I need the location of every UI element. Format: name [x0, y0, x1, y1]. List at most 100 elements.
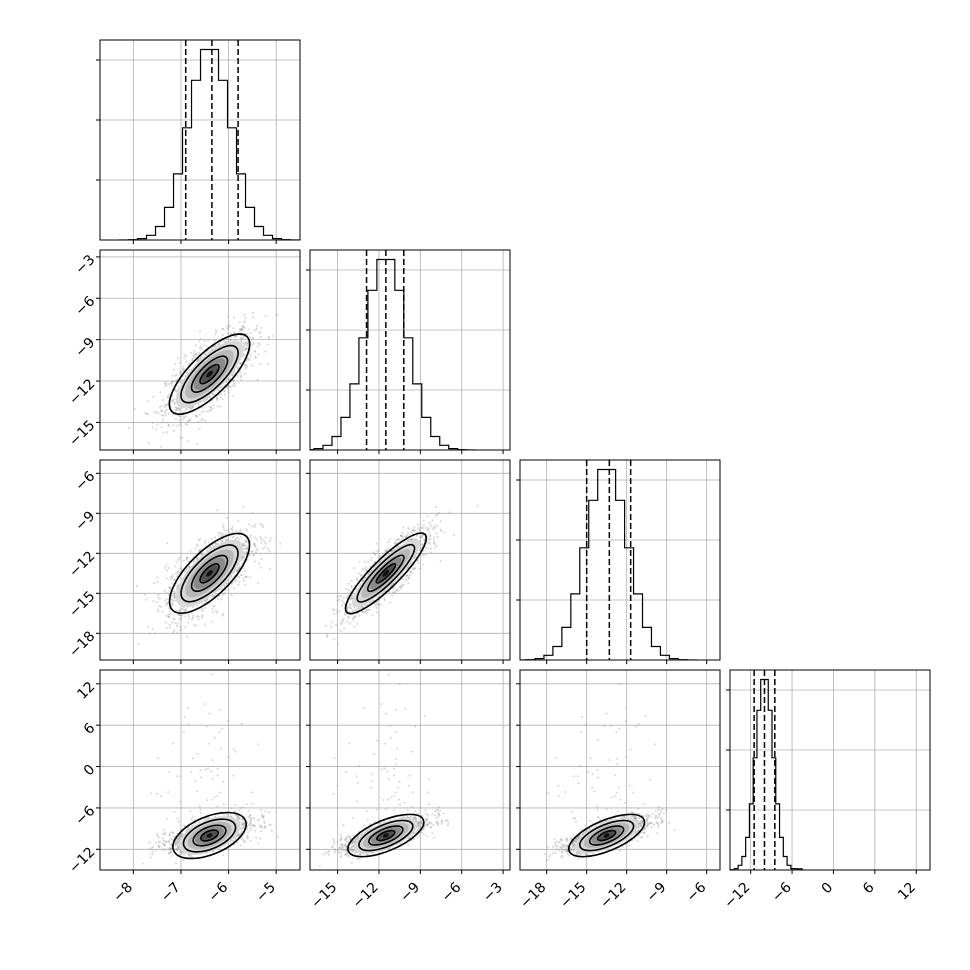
sample-point: [361, 568, 365, 572]
sample-point: [219, 595, 222, 598]
sample-point: [165, 621, 168, 624]
y-tick-label: −12: [66, 376, 98, 408]
sample-point: [231, 536, 234, 539]
sample-point: [184, 607, 187, 610]
sample-point: [348, 622, 352, 625]
sample-point: [245, 366, 248, 369]
sample-point: [190, 855, 194, 858]
sample-point: [219, 396, 222, 399]
panel-frame: [99, 459, 301, 661]
sample-point: [161, 398, 165, 402]
sample-point: [176, 570, 180, 573]
sample-point: [229, 332, 232, 336]
sample-point: [167, 382, 170, 386]
sample-point: [345, 596, 349, 599]
sample-point: [155, 428, 158, 431]
sample-point: [386, 547, 389, 550]
sample-point: [350, 596, 353, 599]
sample-point: [177, 839, 180, 842]
sample-point: [224, 588, 227, 592]
sample-point: [198, 549, 202, 552]
sample-point: [221, 533, 224, 536]
sample-point: [325, 632, 328, 635]
sample-point: [236, 570, 239, 573]
sample-point: [191, 358, 194, 361]
sample-point: [221, 327, 224, 330]
sample-point: [258, 562, 261, 565]
sample-point: [198, 413, 201, 417]
sample-point: [391, 594, 394, 597]
sample-point: [227, 378, 231, 381]
sample-point: [398, 585, 401, 589]
sample-point: [335, 609, 338, 612]
sample-point: [204, 419, 207, 422]
sample-point: [160, 409, 163, 412]
sample-point: [163, 831, 166, 834]
sample-point: [412, 567, 415, 570]
sample-point: [373, 560, 376, 563]
sample-point: [267, 335, 271, 338]
sample-point: [190, 407, 193, 410]
sample-point: [211, 608, 214, 611]
sample-point: [203, 599, 207, 603]
sample-point: [179, 415, 182, 418]
sample-point: [176, 585, 179, 588]
sample-point: [203, 541, 206, 544]
sample-point: [440, 529, 443, 533]
sample-point: [252, 341, 255, 344]
sample-point: [401, 531, 404, 534]
contour-2: [190, 554, 229, 592]
sample-point: [194, 414, 198, 417]
sample-point: [236, 366, 239, 369]
sample-point: [234, 538, 237, 541]
sample-point: [422, 549, 425, 552]
sample-point: [156, 757, 160, 760]
sample-point: [452, 533, 456, 536]
sample-point: [350, 579, 353, 582]
sample-point: [215, 397, 219, 400]
sample-point: [238, 321, 241, 324]
sample-point: [219, 393, 222, 396]
sample-point: [155, 576, 159, 579]
sample-point: [276, 313, 279, 316]
sample-point: [182, 416, 185, 419]
sample-point: [241, 557, 244, 560]
sample-point: [248, 554, 251, 557]
sample-point: [200, 418, 203, 422]
sample-point: [341, 620, 344, 623]
sample-point: [422, 563, 425, 566]
sample-point: [195, 414, 198, 417]
sample-point: [177, 571, 180, 574]
histogram-step-2: [520, 468, 697, 660]
sample-point: [242, 344, 245, 347]
sample-point: [243, 326, 246, 329]
sample-point: [170, 398, 173, 402]
sample-point: [331, 621, 334, 624]
sample-point: [228, 325, 231, 328]
sample-point: [163, 566, 167, 569]
sample-point: [151, 845, 154, 849]
sample-point: [175, 624, 179, 628]
sample-point: [184, 609, 187, 612]
sample-point: [414, 567, 417, 570]
sample-point: [223, 393, 226, 396]
sample-point: [246, 540, 249, 543]
sample-point: [378, 555, 381, 558]
sample-point: [242, 555, 245, 558]
sample-point: [418, 549, 421, 552]
sample-point: [263, 540, 266, 543]
sample-point: [253, 829, 256, 832]
sample-point: [250, 550, 253, 553]
sample-point: [214, 339, 217, 342]
sample-point: [178, 836, 181, 839]
sample-point: [402, 583, 405, 586]
sample-point: [179, 424, 183, 427]
sample-point: [241, 325, 244, 328]
sample-point: [326, 634, 329, 637]
sample-point: [218, 730, 221, 734]
sample-point: [163, 405, 166, 408]
sample-point: [157, 610, 160, 613]
sample-point: [203, 352, 206, 356]
sample-point: [155, 411, 158, 414]
